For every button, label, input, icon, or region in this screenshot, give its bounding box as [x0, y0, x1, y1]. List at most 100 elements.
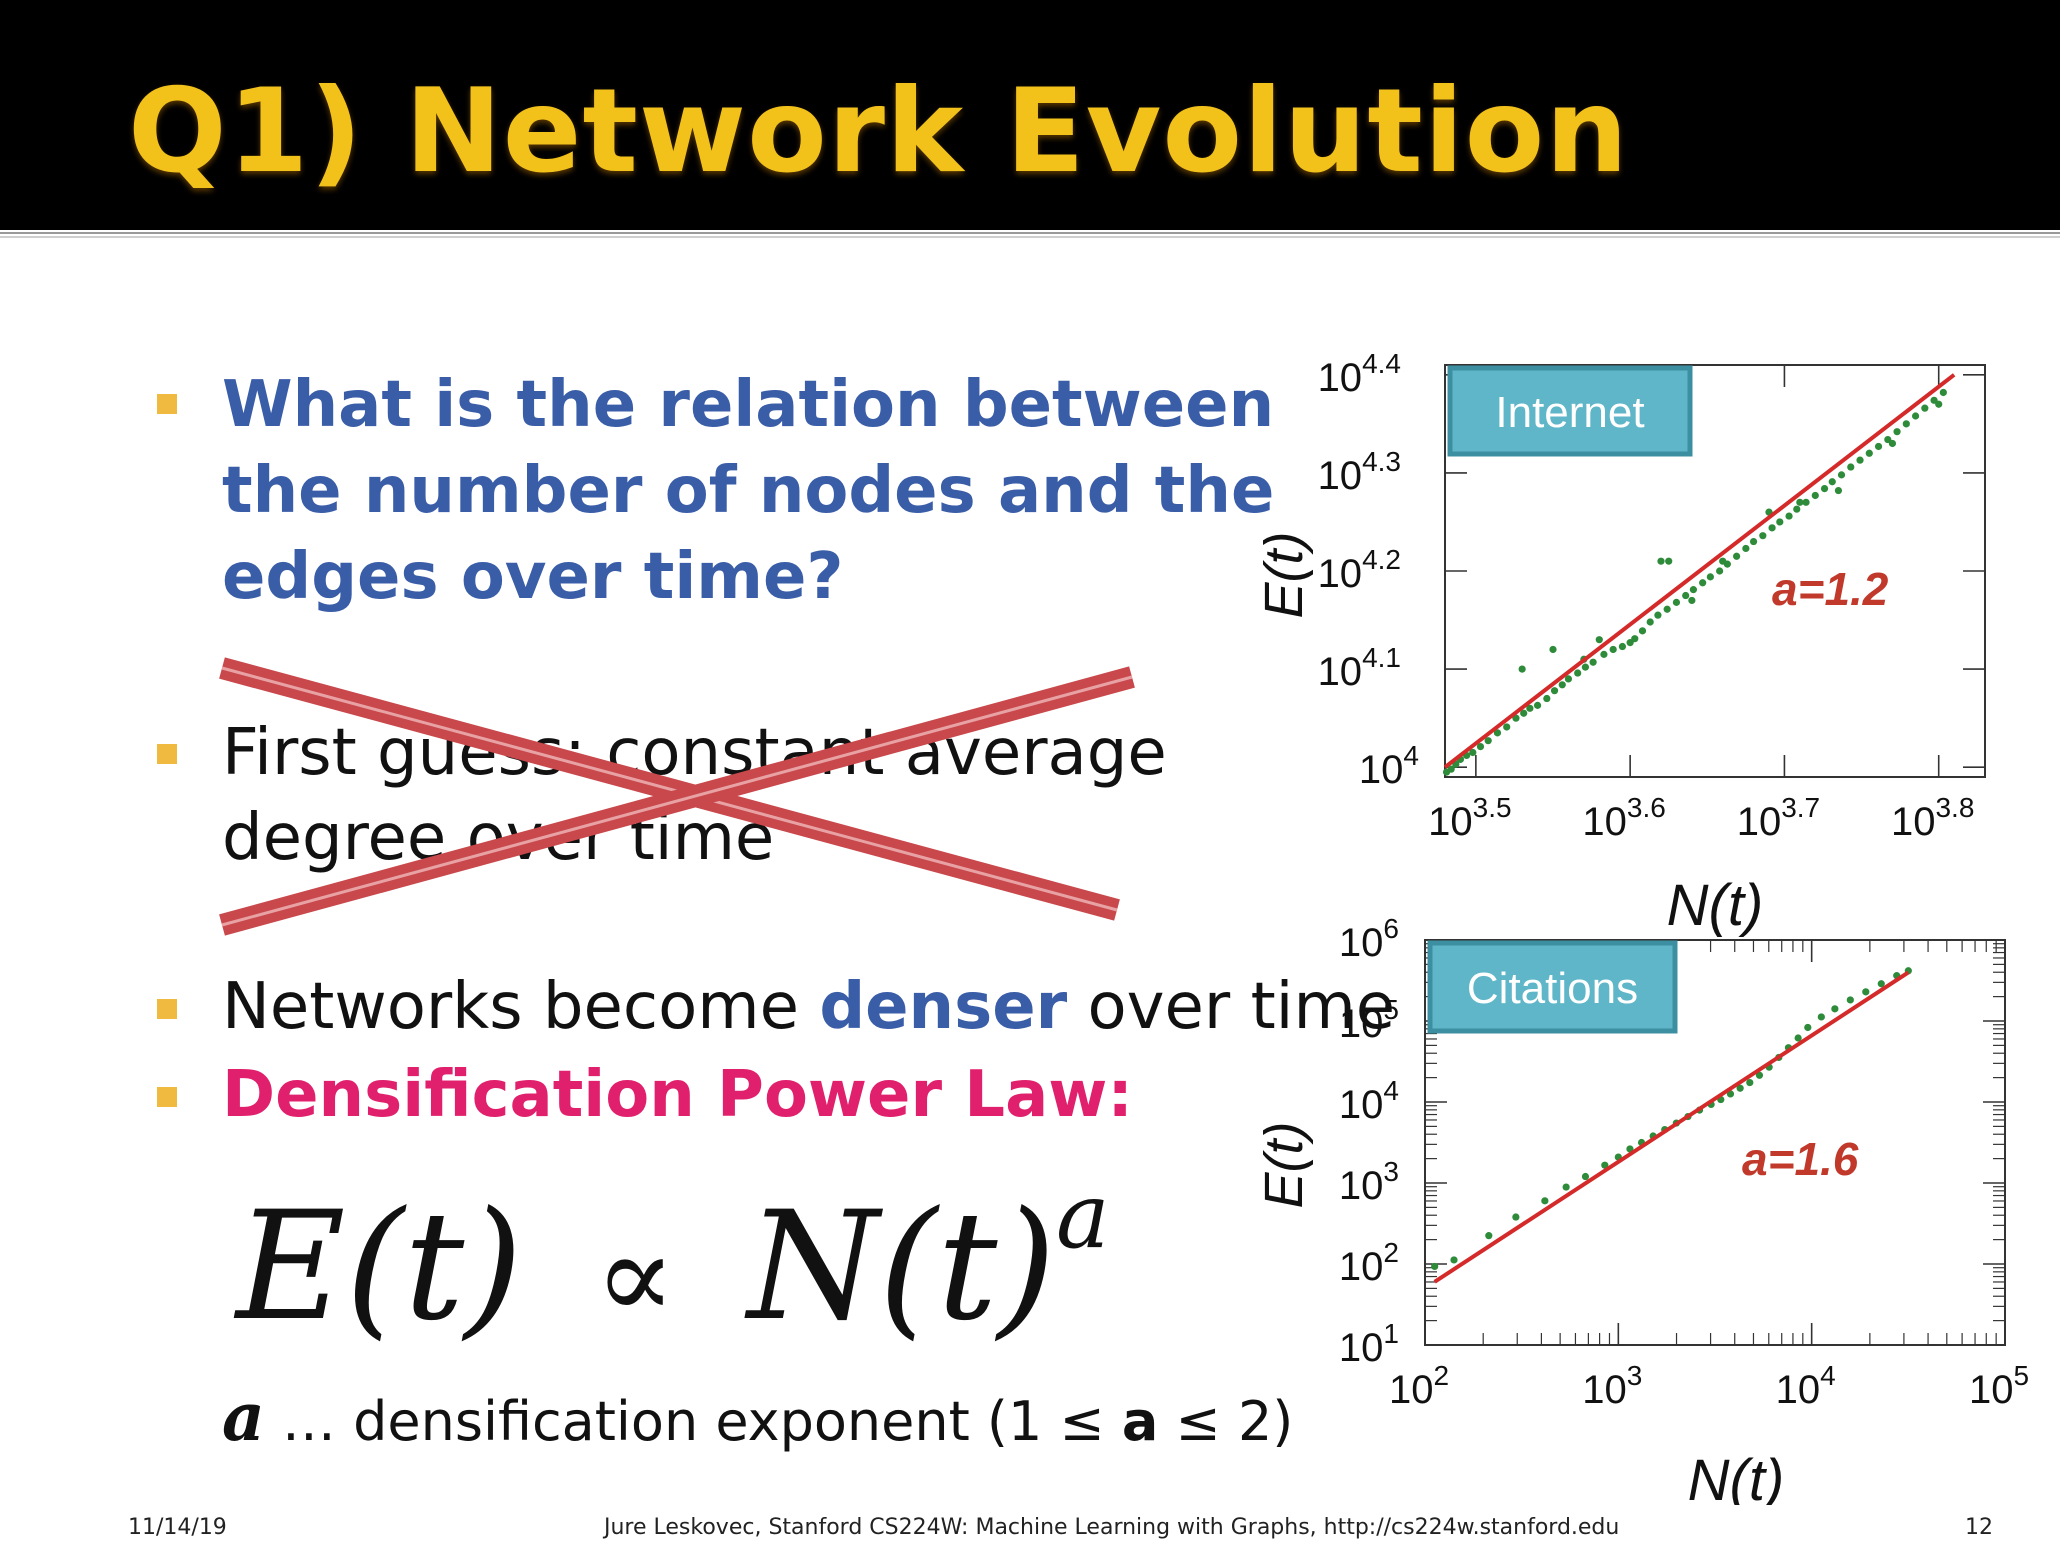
data-point: [1601, 1161, 1609, 1169]
data-point: [1699, 579, 1707, 587]
data-point: [1665, 557, 1673, 565]
data-point: [1663, 605, 1671, 613]
data-point: [1526, 704, 1534, 712]
bullet-2-line-1: First guess: constant average: [222, 716, 1167, 790]
x-axis-label: N(t): [1688, 1448, 1785, 1505]
y-tick-label: 101: [1339, 1318, 1399, 1370]
y-tick-label: 104: [1359, 740, 1419, 792]
formula-exponent: a: [1056, 1164, 1110, 1269]
data-point: [1939, 388, 1947, 397]
chart-name-box: Internet: [1447, 365, 1693, 457]
bullet-2-line-2: degree over time: [222, 801, 775, 875]
data-point: [1549, 645, 1557, 654]
data-point: [1837, 471, 1846, 479]
data-point: [1609, 645, 1617, 654]
data-point: [1874, 442, 1883, 451]
data-point: [1802, 498, 1810, 506]
y-tick-label: 104: [1339, 1075, 1399, 1127]
data-point: [1776, 518, 1784, 526]
bullet-4-text: Densification Power Law:: [222, 1058, 1133, 1132]
data-point: [1503, 723, 1511, 731]
cross-out-mark: [219, 657, 1135, 936]
title-band: [0, 0, 2060, 230]
data-point: [1654, 611, 1662, 619]
data-point: [1520, 709, 1528, 717]
footer-page-number: 12: [1965, 1515, 1993, 1540]
data-point: [1862, 988, 1870, 996]
bullet-3-emphasis: denser: [819, 970, 1068, 1044]
y-tick-label: 104.2: [1318, 544, 1401, 596]
data-point: [1755, 1071, 1764, 1079]
data-point: [1672, 598, 1681, 606]
data-point: [1484, 737, 1492, 745]
chart-name-box: Citations: [1427, 940, 1678, 1034]
title-divider: [0, 232, 2060, 238]
data-point: [1469, 748, 1477, 757]
densification-formula: E(t) ∝ N(t)a: [236, 1164, 1110, 1354]
data-point: [1431, 1262, 1439, 1271]
data-point: [1618, 642, 1627, 651]
fit-label: a=1.2: [1772, 563, 1889, 615]
x-tick-label: 103.6: [1582, 792, 1665, 844]
data-point: [1558, 681, 1566, 689]
data-point: [1911, 412, 1920, 420]
data-point: [1794, 1034, 1802, 1042]
y-axis-label: E(t): [1254, 1122, 1314, 1209]
data-point: [1682, 591, 1690, 600]
x-tick-label: 104: [1776, 1360, 1836, 1412]
data-point: [1877, 980, 1885, 988]
data-point: [1847, 463, 1855, 471]
data-point: [1657, 557, 1665, 565]
data-point: [1581, 1172, 1590, 1181]
data-point: [1541, 1197, 1549, 1205]
data-point: [1865, 449, 1873, 457]
data-point: [1574, 669, 1582, 677]
bullet-marker-4: [157, 1087, 177, 1107]
data-point: [1902, 420, 1910, 428]
data-point: [1746, 1078, 1754, 1087]
data-point: [1512, 1213, 1520, 1221]
fit-label: a=1.6: [1742, 1133, 1859, 1185]
chart-name-box-bg: [1427, 940, 1678, 1034]
bullet-3-pre: Networks become: [222, 970, 820, 1044]
cross-stroke-2: [219, 666, 1135, 936]
formula-proportional: ∝: [594, 1208, 676, 1347]
data-point: [1768, 524, 1776, 532]
data-point: [1689, 586, 1697, 594]
bullet-marker-1: [157, 394, 177, 414]
bullet-3-text: Networks become denser over time: [222, 964, 1395, 1050]
x-tick-label: 103.7: [1737, 792, 1820, 844]
formula-lhs: E(t): [236, 1180, 523, 1354]
data-point: [1846, 996, 1854, 1004]
data-point: [1736, 1084, 1744, 1092]
data-point: [1719, 557, 1727, 565]
data-point: [1518, 665, 1526, 673]
data-point: [1589, 658, 1597, 666]
chart-name-label: Citations: [1467, 964, 1638, 1013]
data-point: [1631, 635, 1639, 643]
footer-credit: Jure Leskovec, Stanford CS224W: Machine …: [604, 1515, 1620, 1540]
data-point: [1447, 765, 1455, 773]
data-point: [1785, 512, 1793, 520]
bullet-marker-3: [157, 999, 177, 1019]
data-point: [1820, 485, 1829, 493]
exponent-var: a: [222, 1378, 265, 1456]
data-point: [1793, 505, 1801, 513]
data-point: [1533, 701, 1542, 709]
data-point: [1817, 1013, 1825, 1021]
fit-line: [1433, 970, 1910, 1284]
data-point: [1600, 650, 1608, 658]
y-tick-label: 105: [1339, 994, 1399, 1046]
y-tick-label: 104.1: [1318, 642, 1401, 694]
data-point: [1581, 663, 1589, 671]
data-point: [1716, 567, 1724, 575]
x-tick-label: 103.8: [1891, 792, 1974, 844]
data-point: [1759, 532, 1767, 540]
data-point: [1888, 439, 1897, 448]
data-point: [1742, 544, 1750, 553]
slide-title: Q1) Network Evolution: [128, 64, 1629, 199]
bullet-1-line-1: What is the relation between: [222, 368, 1275, 442]
formula-rhs: N(t): [747, 1180, 1056, 1354]
data-point: [1804, 1023, 1812, 1032]
y-tick-label: 102: [1339, 1237, 1399, 1289]
